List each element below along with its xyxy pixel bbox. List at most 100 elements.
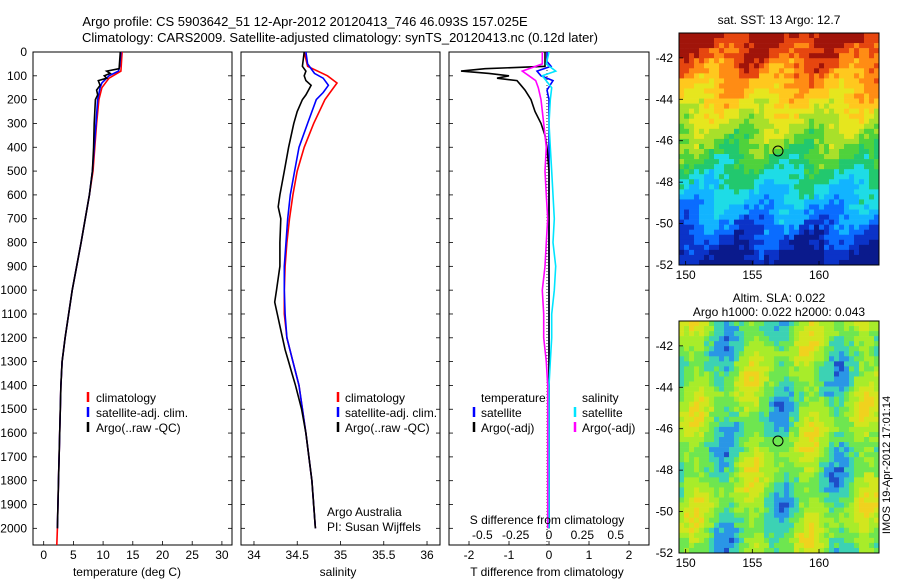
map-cell [769,169,775,175]
map-cell [739,189,745,195]
map-cell [759,482,765,488]
map-cell [744,184,750,190]
map-cell [804,512,810,518]
map-cell [709,537,715,544]
map-cell [864,43,870,49]
map-cell [724,214,730,220]
map-cell [804,346,810,352]
map-cell [719,487,725,493]
map-cell [729,447,735,453]
map-cell [739,386,745,392]
map-cell [839,259,845,265]
map-cell [704,93,710,99]
map-cell [734,138,740,145]
map-cell [789,386,795,392]
map-cell [839,517,845,524]
map-cell [784,128,790,135]
map-cell [784,138,790,145]
map-cell [834,542,840,549]
map-cell [834,123,840,130]
map-cell [759,53,765,59]
map-cell [779,244,785,251]
map-cell [814,259,820,265]
map-cell [704,169,710,175]
depth-tick-label: 200 [7,93,27,107]
map-cell [724,401,730,408]
map-cell [684,239,690,246]
map-cell [829,487,835,493]
map-cell [874,542,879,549]
map-cell [874,239,879,246]
map-cell [814,431,820,438]
map-cell [849,189,855,195]
map-cell [749,331,755,337]
map-cell [869,426,875,433]
map-cell [684,108,690,114]
map-cell [754,336,760,342]
map-cell [739,229,745,236]
map-cell [684,234,690,241]
map-cell [729,43,735,49]
map-cell [679,391,685,397]
map-cell [824,43,830,49]
map-cell [734,542,740,549]
map-cell [694,123,700,130]
map-cell [774,194,780,200]
map-cell [749,442,755,448]
map-cell [874,53,879,59]
map-cell [729,426,735,433]
map-cell [834,83,840,89]
map-cell [864,366,870,372]
map-cell [799,189,805,195]
map-cell [739,133,745,140]
map-cell [799,527,805,534]
map-cell [799,321,805,327]
map-cell [799,371,805,377]
map-cell [824,103,830,109]
map-cell [734,502,740,508]
map-cell [764,234,770,241]
map-cell [779,507,785,513]
map-cell [744,547,750,553]
map-cell [694,502,700,508]
map-cell [809,381,815,387]
map-cell [844,229,850,236]
map-cell [759,83,765,89]
map-cell [874,138,879,145]
map-cell [699,128,705,135]
map-cell [834,522,840,529]
map-cell [809,346,815,352]
map-cell [734,512,740,518]
map-cell [769,179,775,185]
map-cell [769,113,775,120]
map-cell [744,259,750,265]
map-cell [874,391,879,397]
map-cell [794,113,800,120]
map-cell [769,426,775,433]
map-cell [859,331,865,337]
map-cell [819,98,825,104]
header-line2: Climatology: CARS2009. Satellite-adjuste… [82,30,598,45]
map-cell [824,174,830,180]
map-cell [704,326,710,332]
map-cell [689,482,695,488]
salinity-legend: climatology satellite-adj. clim. Argo(..… [336,391,437,435]
map-cell [739,442,745,448]
map-cell [809,244,815,251]
map-cell [809,431,815,438]
map-cell [734,462,740,468]
map-cell [789,532,795,539]
map-cell [704,406,710,413]
map-cell [809,512,815,518]
map-cell [734,169,740,175]
map-cell [714,426,720,433]
map-cell [804,189,810,195]
map-cell [859,174,865,180]
map-cell [719,421,725,428]
map-cell [814,113,820,120]
map-cell [739,254,745,261]
map-cell [744,452,750,458]
map-cell [759,33,765,39]
map-cell [809,249,815,256]
map-cell [714,73,720,79]
